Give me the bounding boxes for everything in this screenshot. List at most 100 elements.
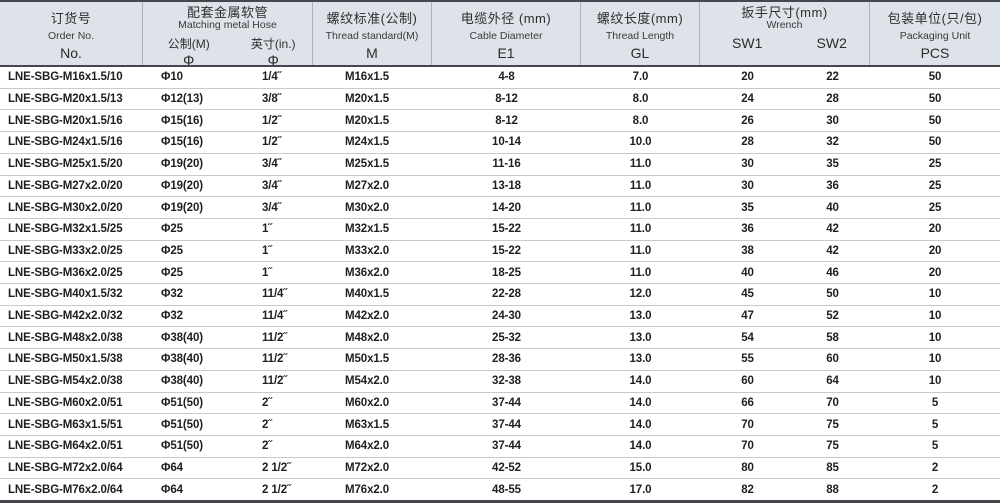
cell-hose-inch: 11/4˝: [262, 310, 288, 323]
header-hose-en: Matching metal Hose: [178, 19, 277, 32]
cell-sw2: 88: [826, 483, 839, 496]
cell-sw1: 70: [741, 440, 754, 453]
header-thread-standard-en: Thread standard(M): [325, 30, 419, 42]
cell-hose-inch: 2 1/2˝: [262, 483, 291, 496]
cell-cable-diameter-e1: 37-44: [492, 396, 521, 409]
cell-sw1: 80: [741, 462, 754, 474]
cell-pcs: 20: [928, 244, 942, 257]
cell-cable-diameter-e1: 28-36: [492, 353, 521, 366]
header-cable-diameter: 电缆外径 (mm) Cable Diameter E1: [432, 2, 581, 65]
cell-hose-inch: 3/4˝: [262, 179, 282, 192]
cell-thread-length-gl: 11.0: [629, 201, 652, 214]
cell-sw1: 55: [741, 353, 754, 366]
header-wrench-en: Wrench: [766, 19, 803, 32]
cell-hose-metric: Φ10: [161, 71, 183, 84]
header-packaging: 包装单位(只/包) Packaging Unit PCS: [870, 2, 1000, 65]
cell-order-no: LNE-SBG-M76x2.0/64: [8, 483, 123, 496]
table-row: LNE-SBG-M33x2.0/25 Φ25 1˝ M33x2.0 15-22 11.0 3…: [0, 241, 1000, 263]
cell-thread-standard: M20x1.5: [345, 93, 390, 106]
header-hose-inch-label: 英寸(in.): [250, 36, 296, 51]
cell-hose-metric: Φ19(20): [161, 158, 203, 171]
cell-cable-diameter-e1: 37-44: [492, 440, 521, 453]
header-order-no-en: Order No.: [47, 30, 95, 42]
cell-order-no: LNE-SBG-M33x2.0/25: [8, 244, 123, 257]
cell-hose-metric: Φ32: [161, 310, 183, 323]
cell-thread-standard: M20x1.5: [345, 114, 390, 127]
cell-thread-standard: M63x1.5: [345, 418, 390, 431]
table-row: LNE-SBG-M16x1.5/10 Φ10 1/4˝ M16x1.5 4-8 7.0 20…: [0, 67, 1000, 89]
cell-sw2: 42: [826, 244, 839, 257]
cell-thread-standard: M76x2.0: [345, 483, 390, 496]
cell-sw1: 66: [741, 396, 754, 409]
cell-sw1: 24: [741, 93, 754, 106]
cell-order-no: LNE-SBG-M72x2.0/64: [8, 462, 123, 474]
cell-sw2: 40: [826, 201, 839, 214]
cell-thread-length-gl: 8.0: [632, 93, 649, 106]
cell-order-no: LNE-SBG-M27x2.0/20: [8, 179, 123, 192]
cell-thread-length-gl: 17.0: [629, 483, 652, 496]
cell-sw2: 30: [826, 114, 839, 127]
cell-thread-standard: M27x2.0: [345, 179, 390, 192]
cell-sw2: 50: [826, 288, 839, 301]
cell-order-no: LNE-SBG-M20x1.5/16: [8, 114, 123, 127]
cell-pcs: 50: [928, 93, 942, 106]
cell-thread-standard: M25x1.5: [345, 158, 390, 171]
table-row: LNE-SBG-M36x2.0/25 Φ25 1˝ M36x2.0 18-25 11.0 4…: [0, 262, 1000, 285]
cell-pcs: 25: [928, 179, 942, 192]
cell-sw1: 30: [741, 158, 754, 171]
cell-hose-inch: 2˝: [262, 396, 273, 409]
cell-sw2: 75: [826, 418, 839, 431]
cell-sw2: 36: [826, 179, 839, 192]
cell-thread-length-gl: 8.0: [632, 114, 649, 127]
cell-thread-length-gl: 11.0: [629, 179, 652, 192]
header-packaging-en: Packaging Unit: [899, 30, 971, 42]
cell-hose-inch: 11/4˝: [262, 288, 288, 301]
cell-order-no: LNE-SBG-M64x2.0/51: [8, 440, 123, 453]
cell-cable-diameter-e1: 8-12: [495, 114, 518, 127]
cell-order-no: LNE-SBG-M54x2.0/38: [8, 375, 123, 388]
cell-thread-standard: M24x1.5: [345, 136, 390, 149]
cell-cable-diameter-e1: 10-14: [492, 136, 521, 149]
cell-hose-metric: Φ19(20): [161, 201, 203, 214]
header-wrench-sw2-code: SW2: [816, 34, 847, 51]
cell-sw2: 75: [826, 440, 839, 453]
cell-hose-metric: Φ25: [161, 223, 183, 236]
cell-pcs: 5: [931, 440, 939, 453]
table-row: LNE-SBG-M48x2.0/38 Φ38(40) 11/2˝ M48x2.0 25-…: [0, 327, 1000, 350]
cell-thread-standard: M32x1.5: [345, 223, 390, 236]
table-row: LNE-SBG-M50x1.5/38 Φ38(40) 11/2˝ M50x1.5 28-…: [0, 349, 1000, 371]
cell-thread-standard: M36x2.0: [345, 266, 390, 279]
header-cable-diameter-en: Cable Diameter: [469, 30, 543, 42]
cell-sw1: 82: [741, 483, 754, 496]
cell-hose-metric: Φ38(40): [161, 375, 203, 388]
cell-hose-inch: 1˝: [262, 244, 273, 257]
cell-hose-metric: Φ51(50): [161, 440, 203, 453]
cell-sw1: 54: [741, 331, 754, 344]
table-header-row: 订货号 Order No. No. 配套金属软管 Matching metal …: [0, 2, 1000, 68]
cell-hose-metric: Φ19(20): [161, 179, 203, 192]
table-row: LNE-SBG-M20x1.5/16 Φ15(16) 1/2˝ M20x1.5 8-12…: [0, 110, 1000, 133]
cell-thread-length-gl: 14.0: [629, 418, 652, 431]
cell-thread-standard: M16x1.5: [345, 71, 390, 84]
cell-order-no: LNE-SBG-M42x2.0/32: [8, 310, 123, 323]
table-row: LNE-SBG-M32x1.5/25 Φ25 1˝ M32x1.5 15-22 11.0 3…: [0, 219, 1000, 241]
header-wrench-sw2: SW2: [794, 32, 869, 61]
header-order-no-code: No.: [60, 45, 82, 61]
cell-thread-length-gl: 11.0: [629, 158, 652, 171]
table-row: LNE-SBG-M63x1.5/51 Φ51(50) 2˝ M63x1.5 37-44 1…: [0, 414, 1000, 436]
cell-sw1: 28: [741, 136, 754, 149]
cell-cable-diameter-e1: 18-25: [492, 266, 521, 279]
cell-sw1: 45: [741, 288, 754, 301]
cell-cable-diameter-e1: 25-32: [492, 331, 521, 344]
header-thread-standard-zh: 螺纹标准(公制): [326, 11, 418, 26]
table-row: LNE-SBG-M72x2.0/64 Φ64 2 1/2˝ M72x2.0 42-52 1…: [0, 458, 1000, 480]
cell-order-no: LNE-SBG-M24x1.5/16: [8, 136, 123, 149]
cell-sw2: 46: [826, 266, 839, 279]
cell-thread-standard: M30x2.0: [345, 201, 390, 214]
header-thread-length-zh: 螺纹长度(mm): [596, 11, 684, 26]
cell-pcs: 20: [928, 223, 942, 236]
cell-hose-inch: 2˝: [262, 440, 273, 453]
cell-thread-standard: M48x2.0: [345, 331, 390, 344]
cell-hose-inch: 1/2˝: [262, 114, 282, 127]
cell-thread-length-gl: 10.0: [629, 136, 652, 149]
